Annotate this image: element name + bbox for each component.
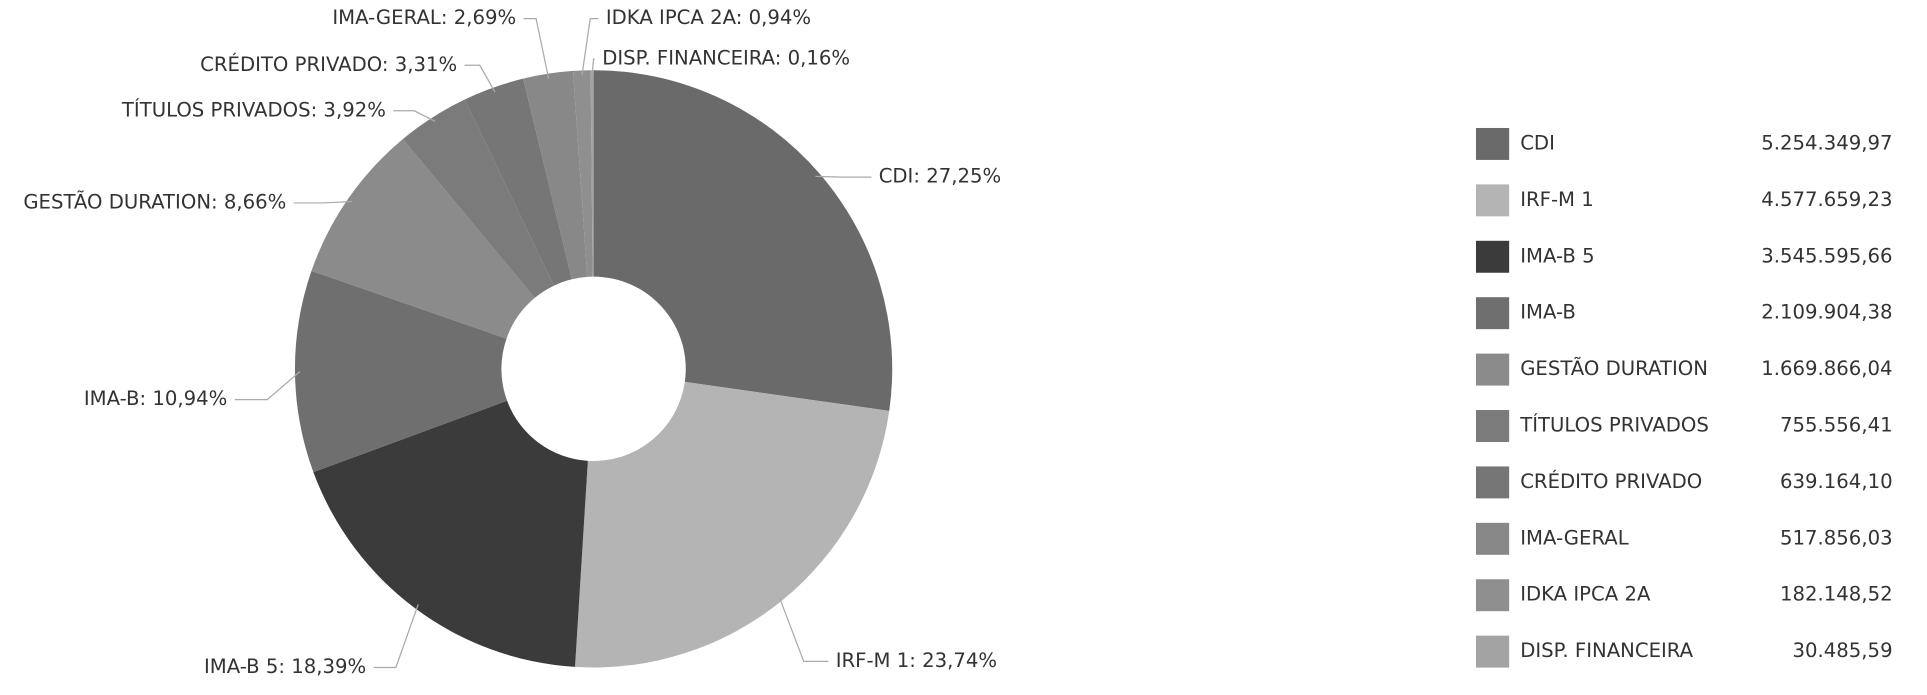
slice-label: CRÉDITO PRIVADO: 3,31% [200,53,457,76]
legend-swatch [1475,522,1510,555]
legend-amount: 182.148,52 [1780,583,1893,606]
legend-amount: 30.485,59 [1793,639,1893,662]
slice-label: IMA-B 5: 18,39% [204,655,366,678]
slice-label: CDI: 27,25% [879,165,1001,188]
legend-label: IMA-GERAL [1520,526,1629,549]
legend-amount: 755.556,41 [1780,413,1893,436]
slice [590,70,594,277]
slice [464,78,572,286]
legend-swatch [1475,240,1510,273]
legend-swatch [1475,579,1510,612]
legend-label: TÍTULOS PRIVADOS [1519,413,1709,436]
slice-label: GESTÃO DURATION: 8,66% [23,190,286,213]
legend-swatch [1475,466,1510,499]
legend-label: GESTÃO DURATION [1520,357,1708,380]
legend-swatch [1475,184,1510,217]
legend-amount: 3.545.595,66 [1761,244,1892,267]
leader-line [581,17,599,76]
slice [572,70,593,277]
slice [402,99,554,298]
legend-amount: 4.577.659,23 [1761,188,1892,211]
slice-label: IMA-B: 10,94% [84,387,227,410]
slice-label: IRF-M 1: 23,74% [836,649,997,672]
slice [575,381,890,668]
legend-swatch [1475,635,1510,668]
leader-line [591,58,595,76]
legend-swatch [1475,410,1510,442]
legend-label: IMA-B [1520,301,1576,324]
legend-label: CRÉDITO PRIVADO [1520,470,1702,493]
leader-line [464,64,496,93]
leader-line [293,200,353,204]
slice-label: TÍTULOS PRIVADOS: 3,92% [121,98,386,121]
legend-amount: 2.109.904,38 [1761,301,1892,324]
slice [523,70,588,280]
leader-line [523,17,550,79]
leader-line [815,175,872,178]
slice [294,270,508,473]
legend-label: IMA-B 5 [1520,244,1594,267]
slice-label: IDKA IPCA 2A: 0,94% [606,6,811,29]
leader-line [373,604,419,669]
legend-amount: 1.669.866,04 [1761,357,1892,380]
legend-label: IRF-M 1 [1520,188,1594,211]
legend-amount: 517.856,03 [1780,526,1893,549]
legend-label: CDI [1520,131,1555,154]
leader-line [778,596,829,662]
slice-label: IMA-GERAL: 2,69% [332,6,516,29]
legend-amount: 5.254.349,97 [1761,131,1892,154]
slice-label: DISP. FINANCEIRA: 0,16% [602,47,850,70]
legend-amount: 639.164,10 [1780,470,1893,493]
legend-swatch [1475,353,1510,386]
legend-label: IDKA IPCA 2A [1520,583,1651,606]
legend-swatch [1475,127,1510,160]
leader-line [393,110,436,122]
leader-line [234,371,301,401]
legend-swatch [1475,297,1510,330]
legend-label: DISP. FINANCEIRA [1520,639,1693,662]
slice [313,400,588,667]
slice [593,70,893,411]
slice [311,138,535,339]
